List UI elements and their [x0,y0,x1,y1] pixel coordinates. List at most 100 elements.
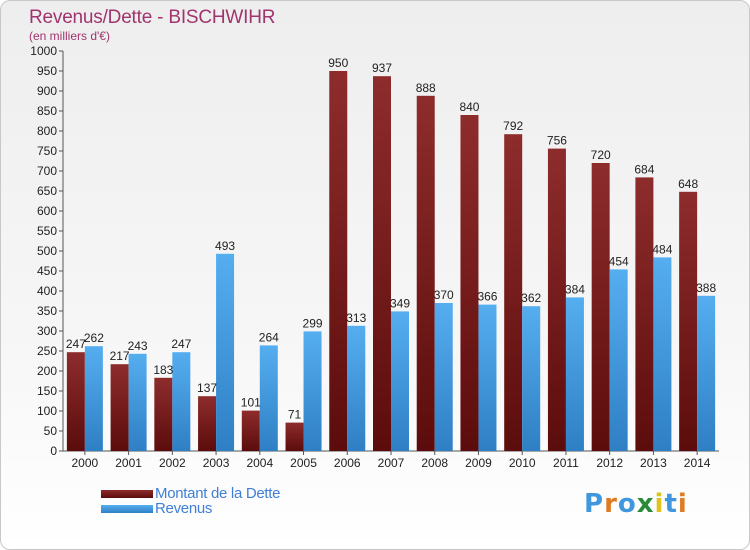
legend-swatch-revenue [101,504,153,513]
bar-revenue [216,253,235,451]
data-label-revenue: 349 [390,296,410,310]
data-label-revenue: 362 [521,291,541,305]
logo-letter: t [664,489,678,519]
y-tick-label: 300 [37,324,57,338]
bar-revenue [303,331,322,451]
x-tick-label: 2003 [203,456,230,470]
legend-swatch-debt [101,489,153,498]
legend-item-debt: Montant de la Dette [101,485,281,502]
data-label-revenue: 370 [434,288,454,302]
bar-debt [110,364,129,451]
logo-letter: o [617,489,637,519]
data-label-debt: 792 [503,119,523,133]
data-label-revenue: 454 [609,254,629,268]
y-tick-label: 950 [37,64,57,78]
chart-legend: Montant de la Dette Revenus [101,485,281,517]
x-tick-label: 2007 [378,456,405,470]
data-label-debt: 756 [547,134,567,148]
data-label-debt: 950 [328,56,348,70]
y-tick-label: 250 [37,344,57,358]
x-tick-label: 2010 [509,456,536,470]
bar-revenue [653,257,672,451]
data-label-revenue: 264 [259,330,279,344]
logo-letter: x [636,489,655,519]
data-label-revenue: 247 [171,337,191,351]
y-tick-label: 450 [37,264,57,278]
y-tick-label: 50 [44,424,58,438]
y-tick-label: 100 [37,404,57,418]
chart-subtitle: (en milliers d'€) [29,29,110,43]
data-label-debt: 888 [416,81,436,95]
y-tick-label: 700 [37,164,57,178]
logo-letter: i [677,489,688,519]
data-label-debt: 137 [197,381,217,395]
bar-debt [591,163,610,451]
legend-label-revenue: Revenus [155,500,213,517]
x-tick-label: 2002 [159,456,186,470]
data-label-debt: 247 [66,337,86,351]
y-tick-label: 400 [37,284,57,298]
data-label-debt: 684 [634,162,654,176]
data-label-debt: 840 [459,100,479,114]
y-tick-label: 550 [37,224,57,238]
bar-debt [547,148,566,451]
bar-revenue [609,269,628,451]
bar-revenue [84,346,103,451]
legend-label-debt: Montant de la Dette [155,485,281,502]
bar-revenue [434,303,453,451]
x-tick-label: 2011 [553,456,579,470]
x-tick-label: 2005 [290,456,317,470]
bar-debt [241,410,260,451]
data-label-revenue: 299 [303,316,323,330]
data-label-debt: 101 [241,396,261,410]
y-tick-label: 200 [37,364,57,378]
data-label-debt: 71 [288,408,302,422]
x-tick-label: 2006 [334,456,361,470]
bar-revenue [391,311,409,451]
data-label-debt: 217 [110,349,130,363]
x-tick-label: 2009 [465,456,492,470]
bar-revenue [697,295,716,451]
data-label-debt: 648 [678,177,698,191]
data-label-revenue: 243 [128,339,148,353]
bar-revenue [565,297,584,451]
bar-debt [198,396,217,451]
data-label-debt: 937 [372,61,392,75]
bar-debt [329,71,348,451]
bar-debt [416,95,435,452]
bar-debt [285,422,304,451]
bar-debt [373,76,391,451]
chart-title: Revenus/Dette - BISCHWIHR [29,7,276,28]
logo-letter: i [654,489,665,519]
bar-debt [504,134,523,451]
legend-item-revenue: Revenus [101,500,280,517]
x-tick-label: 2004 [246,456,273,470]
y-tick-label: 900 [37,84,57,98]
bar-debt [679,191,698,452]
y-tick-label: 500 [37,244,57,258]
x-tick-label: 2001 [115,456,142,470]
bar-revenue [347,325,366,451]
x-tick-label: 2013 [640,456,667,470]
proxiti-logo: Proxiti [584,489,688,519]
bar-debt [154,377,173,451]
y-tick-label: 800 [37,124,57,138]
bar-revenue [478,304,497,451]
logo-letter: P [584,489,605,519]
y-tick-label: 150 [37,384,57,398]
x-tick-label: 2008 [421,456,448,470]
x-tick-label: 2012 [596,456,623,470]
data-label-revenue: 388 [696,281,716,295]
y-tick-label: 0 [50,444,57,458]
data-label-debt: 183 [153,363,173,377]
y-tick-label: 350 [37,304,57,318]
bar-debt [66,352,85,451]
data-label-revenue: 366 [477,290,497,304]
data-label-revenue: 484 [652,242,672,256]
bar-revenue [128,353,147,451]
data-label-revenue: 384 [565,282,585,296]
data-label-revenue: 313 [346,311,366,325]
data-label-revenue: 262 [84,331,104,345]
